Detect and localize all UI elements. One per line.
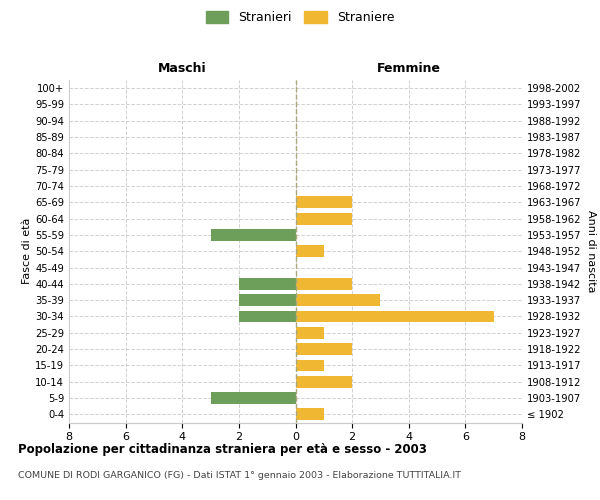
Text: COMUNE DI RODI GARGANICO (FG) - Dati ISTAT 1° gennaio 2003 - Elaborazione TUTTIT: COMUNE DI RODI GARGANICO (FG) - Dati IST… <box>18 471 461 480</box>
Bar <box>296 213 352 224</box>
Bar <box>296 408 324 420</box>
Bar <box>296 278 352 289</box>
Y-axis label: Anni di nascita: Anni di nascita <box>586 210 596 292</box>
Bar <box>211 392 296 404</box>
Bar <box>211 229 296 241</box>
Bar <box>296 360 324 372</box>
Bar <box>296 327 324 338</box>
Y-axis label: Fasce di età: Fasce di età <box>22 218 32 284</box>
Bar <box>296 294 380 306</box>
Bar <box>296 196 352 208</box>
Bar <box>239 278 296 289</box>
Bar <box>296 310 494 322</box>
Bar <box>296 246 324 257</box>
Bar <box>239 310 296 322</box>
Text: Maschi: Maschi <box>158 62 206 75</box>
Bar <box>239 294 296 306</box>
Text: Femmine: Femmine <box>377 62 441 75</box>
Bar <box>296 343 352 355</box>
Legend: Stranieri, Straniere: Stranieri, Straniere <box>201 6 399 29</box>
Text: Popolazione per cittadinanza straniera per età e sesso - 2003: Popolazione per cittadinanza straniera p… <box>18 442 427 456</box>
Bar <box>296 376 352 388</box>
